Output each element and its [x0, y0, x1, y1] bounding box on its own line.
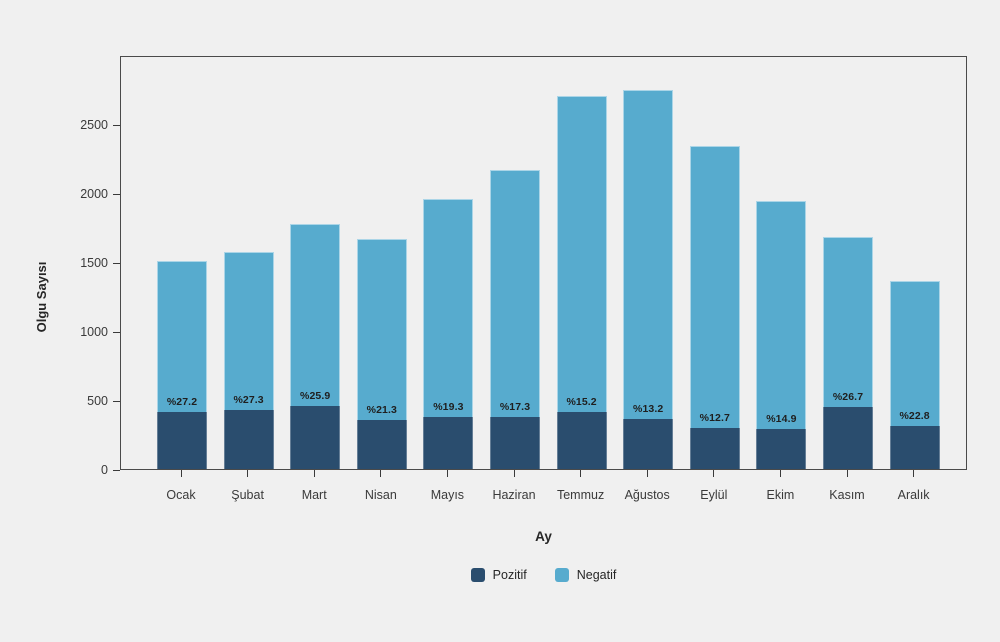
bar-percent-label: %27.3	[233, 393, 264, 406]
bar-percent-label: %14.9	[766, 413, 797, 426]
bar-segment-negatif	[556, 96, 607, 413]
x-tick-label-month: Haziran	[492, 488, 536, 502]
x-tick-mark	[846, 470, 848, 477]
bar-segment-pozitif	[623, 418, 674, 469]
bar-segment-pozitif	[423, 416, 474, 469]
x-axis-title: Ay	[535, 529, 552, 544]
x-tick-mark	[180, 470, 182, 477]
plot-inner: %27.2 %27.3 %25.9 %21.3 %19.3 %17.3 %15.2 %13.2…	[121, 57, 966, 469]
bar-percent-label: %19.3	[433, 400, 464, 413]
y-tick-mark	[113, 193, 120, 195]
bar-segment-negatif	[756, 201, 807, 430]
bar-segment-pozitif	[756, 429, 807, 469]
bar-segment-pozitif	[356, 420, 407, 469]
y-tick-mark	[113, 262, 120, 264]
y-tick-mark	[113, 400, 120, 402]
x-tick-mark	[913, 470, 915, 477]
bar-segment-negatif	[689, 145, 740, 428]
y-axis-title: Olgu Sayısı	[34, 261, 49, 333]
x-tick-mark	[446, 470, 448, 477]
bar-segment-pozitif	[689, 427, 740, 469]
bar-percent-label: %21.3	[366, 404, 397, 417]
x-tick-mark	[313, 470, 315, 477]
bar-segment-negatif	[490, 170, 540, 418]
bar-segment-pozitif	[290, 405, 341, 469]
y-tick-mark	[113, 469, 120, 471]
bar-percent-label: %26.7	[832, 391, 864, 404]
x-tick-label-month: Nisan	[364, 488, 397, 502]
y-tick-label: 2500	[80, 118, 108, 132]
y-tick-label: 2000	[80, 187, 108, 201]
bar-segment-negatif	[356, 239, 407, 421]
plot-area: %27.2 %27.3 %25.9 %21.3 %19.3 %17.3 %15.2 %13.2…	[120, 56, 967, 470]
bar-segment-negatif	[157, 260, 207, 413]
bar-segment-pozitif	[556, 412, 607, 469]
y-tick-mark	[113, 124, 120, 126]
bar-percent-label: %13.2	[633, 402, 664, 415]
x-tick-label-month: Şubat	[231, 488, 264, 502]
bar-percent-label: %25.9	[300, 389, 331, 402]
x-tick-label-month: Eylül	[700, 488, 728, 502]
y-tick-label: 0	[101, 463, 108, 477]
legend-swatch	[470, 568, 485, 582]
bar-segment-pozitif	[157, 412, 207, 469]
y-tick-label: 500	[87, 394, 108, 408]
bar-segment-pozitif	[889, 426, 940, 469]
y-tick-label: 1500	[80, 256, 108, 270]
bar-segment-pozitif	[490, 417, 540, 469]
x-tick-label-month: Ocak	[166, 488, 196, 502]
bar-percent-label: %15.2	[566, 396, 597, 409]
bar-percent-label: %12.7	[699, 411, 730, 424]
x-tick-mark	[513, 470, 515, 477]
bar-percent-label: %27.2	[166, 396, 198, 409]
bar-segment-negatif	[889, 281, 940, 427]
bar-segment-negatif	[223, 251, 274, 410]
legend-label: Pozitif	[492, 568, 527, 582]
x-tick-label-month: Aralık	[897, 488, 930, 502]
bar-segment-negatif	[823, 237, 873, 408]
x-tick-mark	[580, 470, 582, 477]
x-tick-mark	[380, 470, 382, 477]
y-tick-label: 1000	[80, 325, 108, 339]
x-tick-mark	[646, 470, 648, 477]
legend-label: Negatif	[576, 568, 617, 582]
x-tick-label-month: Ağustos	[624, 488, 670, 502]
x-tick-label-month: Temmuz	[556, 488, 605, 502]
x-tick-mark	[713, 470, 715, 477]
bar-percent-label: %22.8	[899, 410, 930, 423]
x-tick-mark	[779, 470, 781, 477]
legend-swatch	[554, 568, 569, 582]
x-tick-label-month: Mart	[301, 488, 327, 502]
x-tick-label-month: Kasım	[829, 488, 865, 502]
legend-item: Negatif	[554, 568, 617, 582]
legend-item: Pozitif	[470, 568, 527, 582]
bar-segment-negatif	[623, 89, 674, 419]
x-tick-mark	[247, 470, 249, 477]
legend: Pozitif Negatif	[120, 568, 967, 582]
x-tick-label-month: Ekim	[766, 488, 795, 502]
bar-segment-negatif	[290, 223, 341, 406]
bar-segment-pozitif	[223, 409, 274, 469]
bar-percent-label: %17.3	[499, 401, 531, 414]
x-tick-label-month: Mayıs	[430, 488, 465, 502]
bar-segment-pozitif	[823, 407, 873, 469]
y-tick-mark	[113, 331, 120, 333]
bar-segment-negatif	[423, 198, 474, 417]
